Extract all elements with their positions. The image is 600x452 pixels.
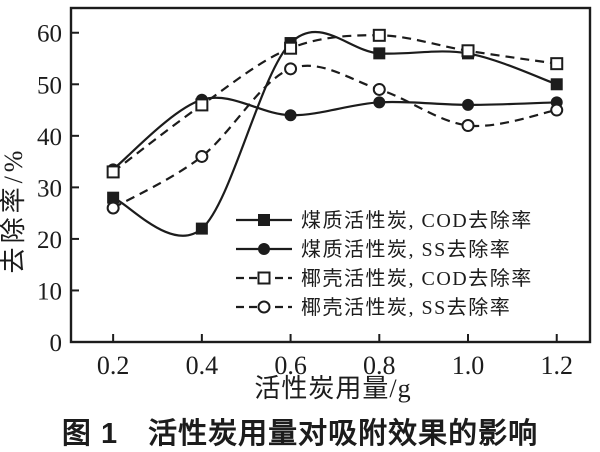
x-tick-label: 0.4	[186, 351, 219, 380]
data-point-2-1	[195, 98, 209, 112]
y-tick-label: 40	[37, 124, 62, 151]
y-tick-label: 10	[37, 278, 62, 305]
data-point-1-4	[462, 98, 475, 111]
line-chart: 0 10 20 30 40 50 60 0.2 0.4 0.6 0.8 1.0 1.2 去除率/% 活性炭用…	[0, 6, 592, 403]
y-tick-label: 30	[37, 175, 62, 202]
x-tick-label: 1.2	[540, 351, 573, 380]
series-line-2	[112, 34, 557, 173]
data-point-1-2	[284, 109, 297, 122]
legend-marker-1	[258, 243, 270, 255]
data-point-3-2	[284, 62, 298, 76]
data-point-1-3	[373, 96, 386, 109]
data-point-3-0	[106, 201, 120, 215]
series-line-1	[112, 96, 557, 171]
x-tick-label: 0.6	[274, 351, 307, 380]
data-point-2-5	[550, 57, 564, 71]
legend-marker-3	[257, 300, 271, 314]
y-tick-label: 0	[50, 330, 63, 357]
legend-label-0: 煤质活性炭, COD去除率	[301, 209, 533, 232]
data-point-3-1	[195, 149, 209, 163]
series-line-0	[112, 30, 558, 237]
series-line-3	[112, 64, 557, 209]
y-tick-label: 20	[37, 227, 62, 254]
x-tick-label: 0.8	[363, 351, 396, 380]
data-point-2-4	[461, 44, 475, 58]
data-point-2-3	[372, 28, 386, 42]
data-point-2-2	[284, 41, 298, 55]
legend-label-2: 椰壳活性炭, COD去除率	[301, 267, 533, 290]
x-axis-title: 活性炭用量/g	[254, 374, 411, 403]
x-tick-label: 0.2	[97, 351, 130, 380]
plot-frame	[69, 6, 592, 344]
legend-label-3: 椰壳活性炭, SS去除率	[301, 296, 511, 319]
data-point-3-3	[372, 82, 386, 96]
y-axis-title: 去除率/%	[0, 147, 28, 274]
x-tick-label: 1.0	[452, 351, 485, 380]
y-tick-label: 60	[37, 21, 62, 48]
data-point-3-4	[461, 119, 475, 133]
legend-marker-2	[257, 271, 271, 285]
data-point-0-5	[550, 78, 563, 91]
figure-caption: 图 1 活性炭用量对吸附效果的影响	[61, 418, 539, 450]
data-point-2-0	[106, 165, 120, 179]
data-point-0-1	[195, 222, 208, 235]
data-point-0-3	[373, 47, 386, 60]
data-point-3-5	[550, 103, 564, 117]
legend-label-1: 煤质活性炭, SS去除率	[301, 238, 511, 261]
legend-marker-0	[258, 214, 270, 226]
y-tick-label: 50	[37, 72, 62, 99]
